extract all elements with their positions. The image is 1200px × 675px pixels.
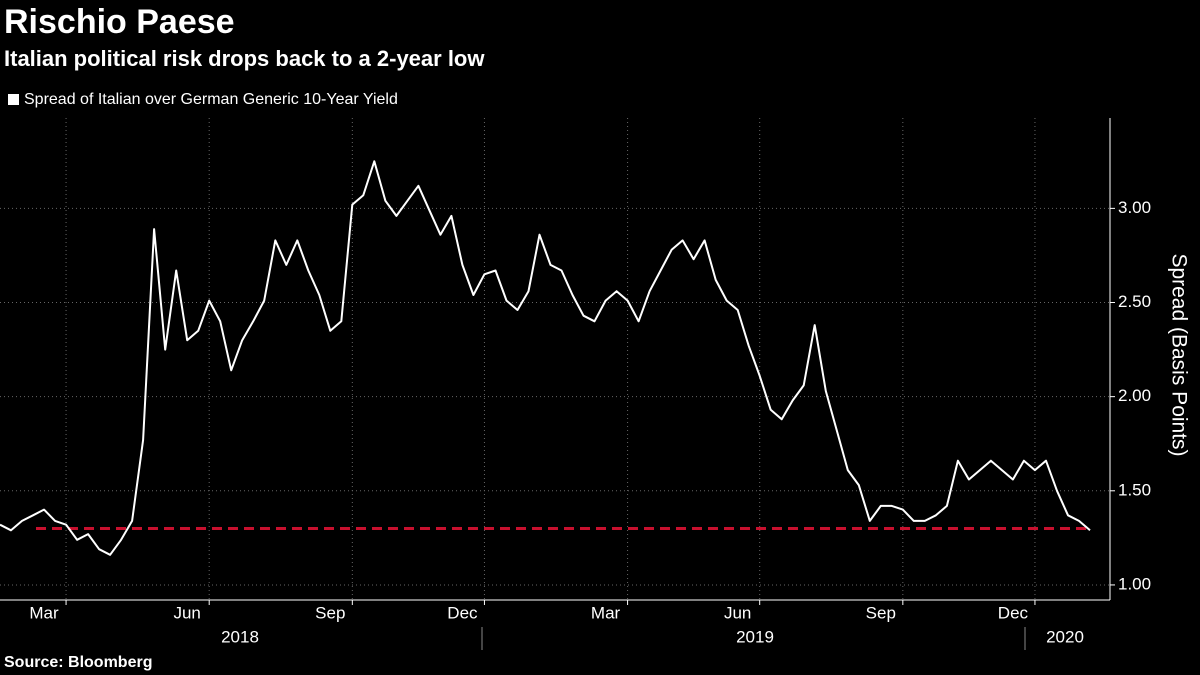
- legend-label: Spread of Italian over German Generic 10…: [24, 91, 398, 108]
- year-label: 2020: [1046, 627, 1084, 646]
- y-tick-label: 2.00: [1118, 386, 1151, 405]
- x-tick-label: Sep: [866, 603, 896, 622]
- year-label: 2018: [221, 627, 259, 646]
- x-tick-label: Jun: [724, 603, 751, 622]
- y-tick-label: 3.00: [1118, 198, 1151, 217]
- y-tick-label: 1.50: [1118, 480, 1151, 499]
- x-tick-label: Sep: [315, 603, 345, 622]
- x-tick-label: Mar: [29, 603, 59, 622]
- source: Source: Bloomberg: [4, 654, 152, 671]
- y-axis-label: Spread (Basis Points): [1167, 253, 1190, 456]
- x-tick-label: Dec: [447, 603, 478, 622]
- chart-title: Rischio Paese: [4, 3, 235, 41]
- x-tick-label: Dec: [998, 603, 1029, 622]
- year-label: 2019: [736, 627, 774, 646]
- y-tick-label: 2.50: [1118, 292, 1151, 311]
- x-tick-label: Jun: [173, 603, 200, 622]
- legend-swatch: [8, 94, 19, 105]
- y-tick-label: 1.00: [1118, 574, 1151, 593]
- series-line: [0, 160, 1091, 556]
- chart-subtitle: Italian political risk drops back to a 2…: [4, 46, 485, 71]
- x-tick-label: Mar: [591, 603, 621, 622]
